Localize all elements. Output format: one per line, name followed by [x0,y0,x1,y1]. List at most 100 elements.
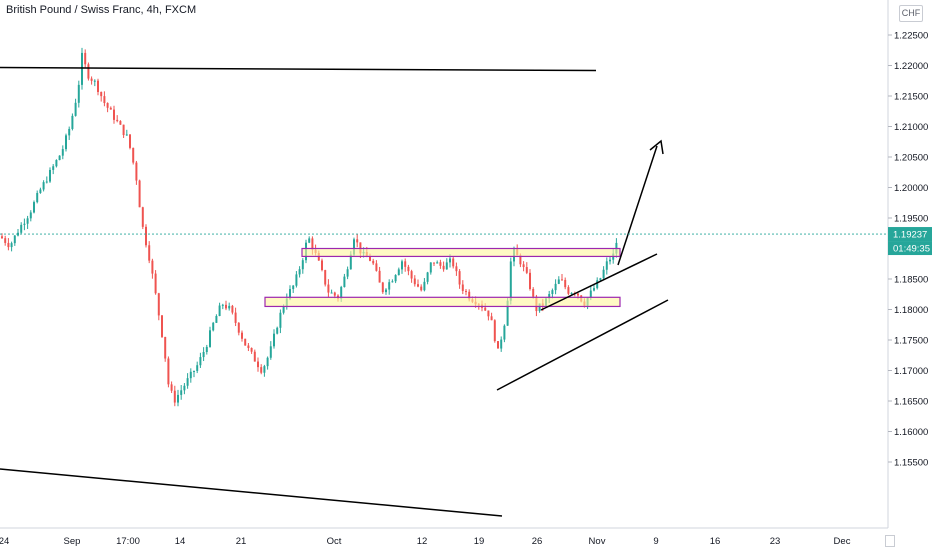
time-tick-label: 14 [175,536,186,547]
drawings[interactable] [0,66,888,517]
candle-body [65,135,67,150]
candle-body [141,207,144,227]
time-tick-label: 21 [236,536,247,547]
countdown-label: 01:49:35 [893,244,930,255]
candle-body [42,182,45,190]
candle-body [538,303,541,312]
price-axis[interactable]: 1.22500 1.22000 1.21500 1.21000 1.20500 1.200… [887,0,932,528]
candle-body [452,258,455,267]
candle-body [177,394,179,403]
candle-body [58,155,61,161]
candle-body [13,235,16,244]
candle-body [279,312,282,328]
time-tick-label: 17:00 [116,536,140,547]
candle-body [209,330,211,347]
resistance-zone [301,247,621,258]
last-price-label: 1.19237 [893,230,927,241]
candle-body [445,262,448,270]
candle-body [90,78,93,81]
candle-body [333,292,336,296]
price-tick-label: 1.20000 [894,183,928,194]
candle-body [458,271,461,285]
candle-body [23,223,26,225]
candle-body [407,266,410,272]
candle-body [145,226,147,246]
candle-body [276,327,279,334]
candle-body [212,322,215,331]
candle-body [116,119,119,122]
candle-body [321,260,323,271]
candle-body [564,279,567,288]
candle-body [330,292,333,294]
candle-body [266,357,269,367]
candle-body [369,257,371,261]
candle-body [221,304,224,306]
candle-body [282,306,285,313]
currency-button[interactable]: CHF [899,5,923,22]
candle-body [391,281,394,283]
candles [1,47,618,407]
price-tick-label: 1.20500 [894,153,928,164]
candle-body [263,366,266,373]
candle-body [349,254,352,270]
price-tick-label: 1.19500 [894,214,928,225]
candle-body [599,278,602,281]
time-axis[interactable]: 24 Sep 17:00 14 21 Oct 12 19 26 Nov 9 16 23 Dec [0,527,888,547]
candle-body [257,361,259,368]
candle-body [167,358,170,385]
candle-body [301,260,304,270]
candle-body [455,266,458,272]
candle-body [461,284,464,291]
candle-body [228,305,231,309]
candle-body [292,285,295,290]
candle-body [55,160,58,167]
candle-body [522,264,525,268]
candle-body [519,255,522,265]
candle-body [29,212,32,219]
candle-body [385,289,387,293]
candle-body [413,278,416,285]
candle-body [500,339,503,349]
candle-body [567,287,570,294]
candle-body [234,312,237,323]
candle-body [417,284,419,287]
candle-body [493,320,496,342]
candle-body [554,283,557,291]
candle-body [199,357,202,366]
last-price-badge [888,227,932,242]
candle-body [170,384,173,391]
candle-body [404,261,407,267]
candle-body [388,282,391,290]
candle-body [97,80,99,92]
channel-lower-line [496,299,669,391]
candle-body [193,370,195,372]
candle-body [113,109,115,120]
settings-square-icon[interactable] [885,535,895,547]
candle-body [308,238,311,243]
candle-body [148,245,151,261]
time-tick-label: Dec [834,536,851,547]
candle-body [410,271,413,279]
price-tick-label: 1.22500 [894,31,928,42]
candle-body [356,239,359,243]
candle-body [381,282,384,293]
chart-title: British Pound / Swiss Franc, 4h, FXCM [6,4,197,16]
price-tick-label: 1.17000 [894,366,928,377]
candle-body [205,346,208,352]
candle-body [71,115,74,129]
candle-body [173,390,176,403]
candle-body [164,336,167,359]
candle-body [423,281,426,291]
candle-body [100,91,103,97]
candle-body [106,103,109,108]
candle-body [298,269,301,275]
candle-body [93,80,96,82]
candle-body [154,273,157,294]
price-tick-label: 1.17500 [894,336,928,347]
candle-body [260,367,263,373]
countdown-badge [888,241,932,256]
candle-body [151,260,154,274]
price-tick-label: 1.16500 [894,397,928,408]
